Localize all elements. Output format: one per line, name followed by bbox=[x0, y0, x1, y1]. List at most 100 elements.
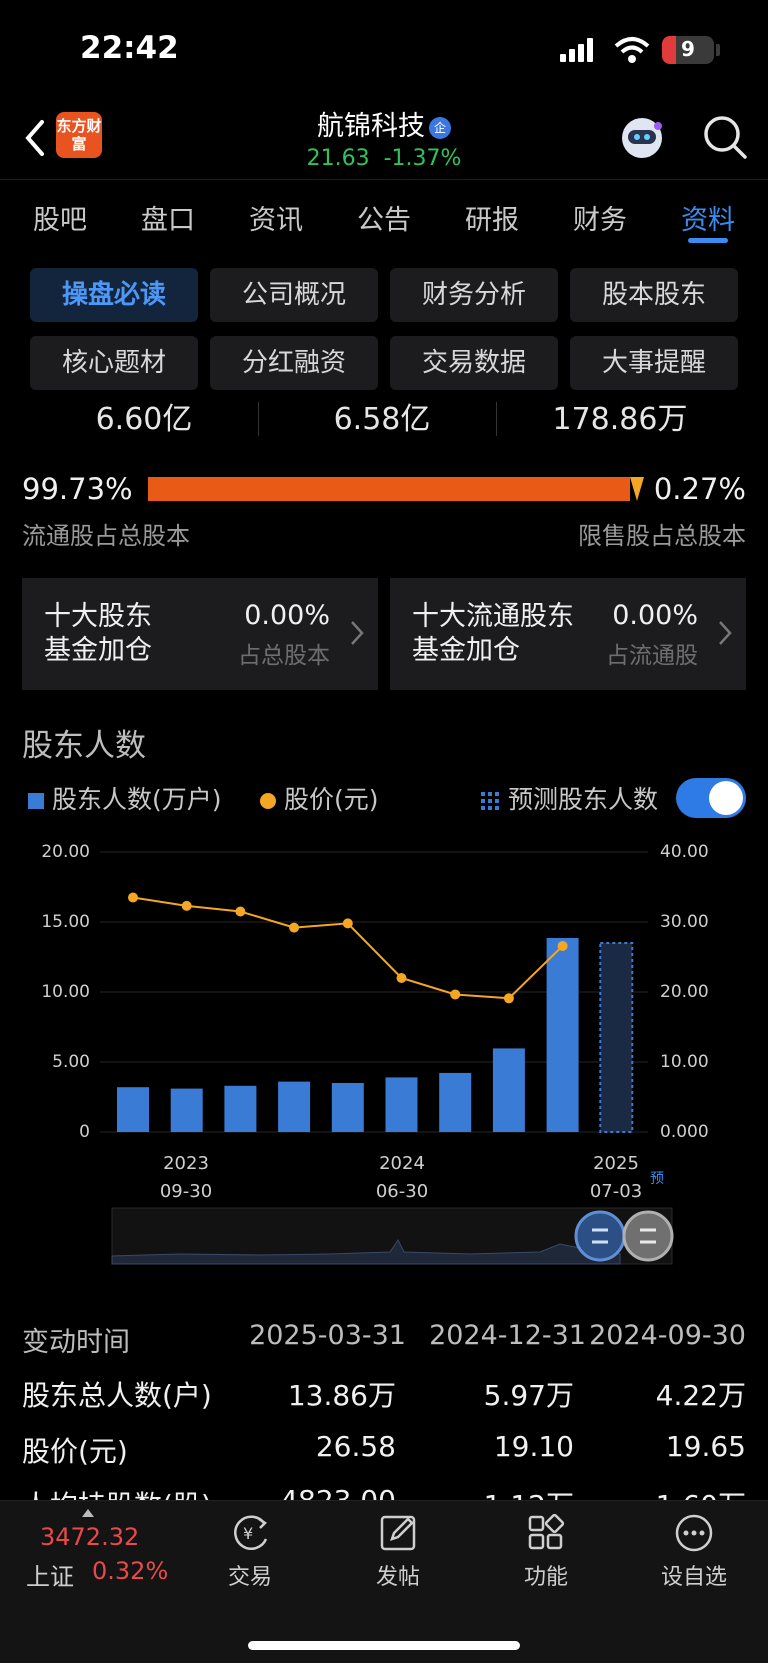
svg-text:¥: ¥ bbox=[243, 1524, 253, 1543]
functions-button[interactable]: 功能 bbox=[496, 1513, 596, 1591]
tab-pankou[interactable]: 盘口 bbox=[141, 205, 195, 236]
table-row: 股东总人数(户) 13.86万 5.97万 4.22万 bbox=[22, 1379, 746, 1412]
post-button[interactable]: 发帖 bbox=[348, 1513, 448, 1591]
range-handle-left-icon[interactable] bbox=[574, 1210, 626, 1262]
top10-float-holders-fund-card[interactable]: 十大流通股东 基金加仓 0.00% 占流通股 bbox=[390, 578, 746, 690]
post-label: 发帖 bbox=[375, 1565, 420, 1590]
holder-bar bbox=[331, 1083, 364, 1132]
tab-finance[interactable]: 财务 bbox=[573, 205, 627, 236]
holder-bar bbox=[224, 1085, 257, 1132]
chart-plot bbox=[100, 851, 648, 1133]
price-point bbox=[396, 973, 407, 983]
stock-name: 航锦科技 bbox=[317, 111, 425, 142]
y-right-tick: 10.00 bbox=[660, 1052, 709, 1072]
expand-up-icon[interactable] bbox=[82, 1509, 94, 1517]
section-title: 股东人数 bbox=[22, 728, 146, 764]
cellular-signal-icon bbox=[560, 38, 593, 62]
holder-bar bbox=[439, 1072, 472, 1132]
index-name[interactable]: 上证 bbox=[26, 1563, 74, 1591]
row-label: 股东总人数(户) bbox=[22, 1379, 212, 1412]
stock-price: 21.63 bbox=[306, 146, 370, 171]
tab-profile[interactable]: 资料 bbox=[681, 205, 735, 236]
index-value[interactable]: 3472.32 bbox=[40, 1523, 140, 1551]
apps-grid-icon bbox=[528, 1513, 565, 1550]
chip-shareholders[interactable]: 股本股东 bbox=[570, 268, 738, 322]
bar-legend-icon bbox=[28, 793, 44, 809]
float-ratio-label: 流通股占总股本 bbox=[22, 522, 190, 550]
stock-change: -1.37% bbox=[383, 146, 462, 171]
trade-button[interactable]: ¥ 交易 bbox=[200, 1513, 300, 1591]
card-percentage-label: 占总股本 bbox=[238, 643, 330, 669]
stock-title: 航锦科技企 bbox=[0, 104, 768, 143]
x-label: 2023 09-30 bbox=[159, 1153, 213, 1202]
chip-dividends[interactable]: 分红融资 bbox=[210, 336, 378, 390]
total-shares-value: 6.60亿 bbox=[95, 402, 193, 436]
tab-guba[interactable]: 股吧 bbox=[33, 205, 87, 236]
card-percentage: 0.00% bbox=[244, 600, 330, 631]
price-point bbox=[181, 900, 192, 911]
app-logo[interactable]: 东方财富 bbox=[56, 112, 102, 158]
chevron-right-icon bbox=[351, 621, 364, 645]
tab-bar: 股吧 盘口 资讯 公告 研报 财务 资料 bbox=[0, 182, 768, 248]
legend-holders: 股东人数(万户) bbox=[28, 780, 222, 816]
back-arrow-icon[interactable] bbox=[20, 118, 50, 158]
active-tab-indicator bbox=[688, 238, 728, 243]
restricted-ratio-marker bbox=[630, 477, 644, 501]
index-change[interactable]: 0.32% bbox=[92, 1557, 169, 1585]
battery-icon: 9 bbox=[662, 36, 714, 64]
card-subtitle: 基金加仓 bbox=[44, 635, 152, 666]
y-right-tick: 40.00 bbox=[660, 842, 709, 862]
add-watchlist-label: 设自选 bbox=[660, 1565, 727, 1590]
chip-core-themes[interactable]: 核心题材 bbox=[30, 336, 198, 390]
top10-holders-fund-card[interactable]: 十大股东 基金加仓 0.00% 占总股本 bbox=[22, 578, 378, 690]
edit-icon bbox=[380, 1515, 416, 1551]
range-handle-right-icon[interactable] bbox=[622, 1210, 674, 1262]
holder-bar bbox=[385, 1077, 418, 1132]
grid-dots-icon bbox=[481, 792, 499, 810]
chip-financial-analysis[interactable]: 财务分析 bbox=[390, 268, 558, 322]
restricted-ratio-pct: 0.27% bbox=[653, 472, 746, 506]
tab-research[interactable]: 研报 bbox=[465, 205, 519, 236]
functions-label: 功能 bbox=[523, 1565, 568, 1590]
chevron-right-icon bbox=[719, 621, 732, 645]
shareholders-chart: 20.00 15.00 10.00 5.00 0 40.00 30.00 20.… bbox=[0, 830, 768, 1265]
table-header: 变动时间 2025-03-31 2024-12-31 2024-09-30 bbox=[22, 1320, 746, 1359]
price-line bbox=[132, 896, 564, 1000]
stock-quote: 21.63 -1.37% bbox=[0, 146, 768, 171]
trade-label: 交易 bbox=[227, 1565, 272, 1590]
header-label: 变动时间 bbox=[22, 1327, 130, 1358]
float-ratio-pct: 99.73% bbox=[22, 472, 133, 506]
ai-robot-icon[interactable] bbox=[618, 114, 666, 162]
forecast-toggle[interactable] bbox=[676, 778, 746, 818]
y-left-tick: 15.00 bbox=[41, 912, 90, 932]
table-row-partial: 人均持股数(股) 4823.00 1.12万 1.60万 bbox=[22, 1484, 746, 1500]
y-left-tick: 20.00 bbox=[41, 842, 90, 862]
float-shares-value: 6.58亿 bbox=[333, 402, 431, 436]
price-point bbox=[235, 906, 246, 917]
holder-bar bbox=[546, 937, 579, 1132]
x-label: 2024 06-30 bbox=[375, 1153, 429, 1202]
card-percentage: 0.00% bbox=[612, 600, 698, 631]
range-navigator[interactable] bbox=[0, 1204, 768, 1274]
more-circle-icon bbox=[675, 1514, 713, 1552]
chip-operation-guide[interactable]: 操盘必读 bbox=[30, 268, 198, 322]
search-icon[interactable] bbox=[702, 114, 748, 160]
float-ratio-bar bbox=[148, 477, 644, 501]
chip-company-overview[interactable]: 公司概况 bbox=[210, 268, 378, 322]
price-point bbox=[289, 922, 300, 933]
chip-trading-data[interactable]: 交易数据 bbox=[390, 336, 558, 390]
restricted-ratio-label: 限售股占总股本 bbox=[578, 522, 746, 550]
legend-forecast: 预测股东人数 bbox=[480, 780, 658, 816]
card-title: 十大流通股东 bbox=[412, 601, 574, 632]
add-watchlist-button[interactable]: 设自选 bbox=[644, 1513, 744, 1591]
tab-announcements[interactable]: 公告 bbox=[357, 205, 411, 236]
row-label: 股价(元) bbox=[22, 1435, 128, 1468]
chip-events[interactable]: 大事提醒 bbox=[570, 336, 738, 390]
price-point bbox=[557, 940, 568, 951]
forecast-mark: 预 bbox=[650, 1171, 664, 1187]
tab-news[interactable]: 资讯 bbox=[249, 205, 303, 236]
legend-price: 股价(元) bbox=[260, 780, 379, 816]
share-capital-values: 6.60亿 6.58亿 178.86万 bbox=[0, 402, 768, 436]
status-time: 22:42 bbox=[80, 30, 179, 66]
y-right-tick: 0.000 bbox=[660, 1122, 709, 1142]
